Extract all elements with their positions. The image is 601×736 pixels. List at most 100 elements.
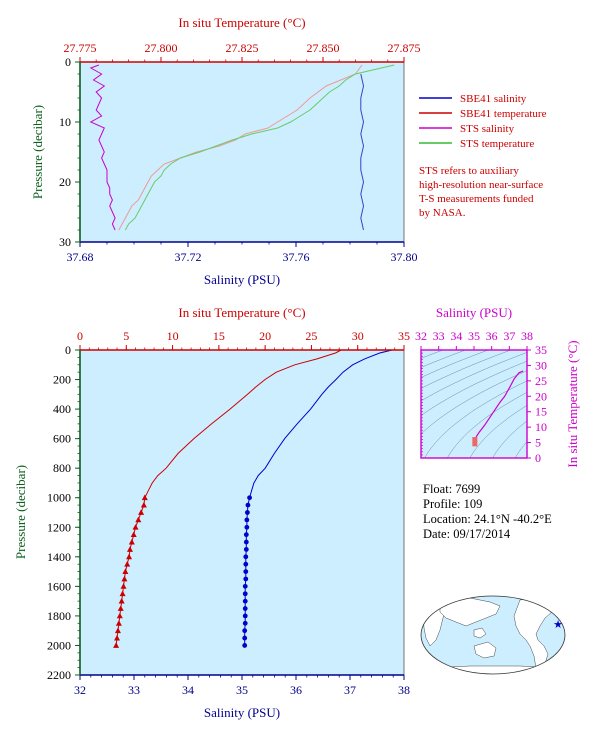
top-series-line-2 xyxy=(89,64,116,231)
top-temp-tick-label-1: 27.800 xyxy=(145,41,178,55)
ts-temperature-axis-title: In situ Temperature (°C) xyxy=(565,340,580,467)
bottom-pressure-tick-label-1: 200 xyxy=(53,373,71,387)
top-pressure-axis-title: Pressure (decibar) xyxy=(30,105,45,199)
temperature-marker-14 xyxy=(118,597,125,604)
bottom-pressure-tick-label-0: 0 xyxy=(65,343,71,357)
ts-sal-tick-label-3: 35 xyxy=(468,329,480,343)
legend-label-sbe41-salinity: SBE41 salinity xyxy=(460,93,527,105)
sts-note: STS refers to auxiliary high-resolution … xyxy=(419,165,543,219)
sts-note-line-3: T-S measurements funded xyxy=(419,193,534,205)
temperature-marker-20 xyxy=(113,642,120,648)
salinity-marker-8 xyxy=(243,554,249,560)
temperature-marker-19 xyxy=(114,634,121,641)
bottom-series-group xyxy=(113,350,393,648)
map-outline xyxy=(420,595,566,675)
top-sal-tick-label-3: 37.80 xyxy=(391,250,418,264)
top-panel: 27.775 27.800 27.825 27.850 27.875 37.68 37.72… xyxy=(30,15,547,287)
salinity-marker-4 xyxy=(244,524,250,530)
map-indonesia xyxy=(473,627,487,639)
salinity-marker-5 xyxy=(243,532,249,538)
ts-salinity-axis-title: Salinity (PSU) xyxy=(436,305,512,320)
temperature-marker-2 xyxy=(138,509,145,515)
top-temp-tick-label-3: 27.850 xyxy=(307,41,340,55)
date-text: Date: 09/17/2014 xyxy=(423,527,511,541)
bottom-temp-tick-label-5: 25 xyxy=(305,329,317,343)
legend-label-sts-temperature: STS temperature xyxy=(460,138,534,150)
ts-density-contour xyxy=(421,360,527,416)
ts-density-contour xyxy=(421,350,512,389)
salinity-marker-11 xyxy=(243,576,249,582)
salinity-marker-9 xyxy=(243,561,249,567)
top-temperature-axis-title: In situ Temperature (°C) xyxy=(178,15,305,30)
bottom-sal-tick-label-2: 34 xyxy=(182,683,194,697)
ts-temp-tick-label-1: 5 xyxy=(535,436,541,450)
salinity-marker-18 xyxy=(242,628,248,634)
ts-sal-tick-label-2: 34 xyxy=(450,329,462,343)
ts-density-contour xyxy=(447,392,527,458)
temperature-marker-17 xyxy=(115,620,122,626)
salinity-marker-19 xyxy=(242,635,248,641)
ts-density-contour xyxy=(421,350,467,368)
temperature-marker-18 xyxy=(114,627,121,634)
ts-sal-tick-label-0: 32 xyxy=(415,329,427,343)
bottom-temp-tick-label-3: 15 xyxy=(213,329,225,343)
sts-note-line-2: high-resolution near-surface xyxy=(419,179,543,191)
legend-label-sbe41-temperature: SBE41 temperature xyxy=(460,108,547,120)
temperature-marker-15 xyxy=(117,605,124,611)
map-greenland xyxy=(547,596,563,607)
legend-label-sts-salinity: STS salinity xyxy=(460,123,515,135)
bottom-temp-tick-label-0: 0 xyxy=(77,329,83,343)
temperature-marker-3 xyxy=(135,516,142,523)
ts-temp-tick-label-3: 15 xyxy=(535,405,547,419)
temperature-marker-9 xyxy=(124,561,131,567)
top-legend: SBE41 salinity SBE41 temperature STS sal… xyxy=(419,93,547,150)
salinity-marker-10 xyxy=(243,569,249,574)
ts-density-contour xyxy=(514,441,527,458)
temperature-marker-13 xyxy=(119,590,126,597)
sts-note-line-1: STS refers to auxiliary xyxy=(419,165,519,177)
top-temp-tick-label-0: 27.775 xyxy=(64,41,97,55)
top-series-line-3 xyxy=(124,64,395,231)
salinity-marker-2 xyxy=(245,510,250,515)
bottom-sal-tick-label-5: 37 xyxy=(344,683,356,697)
temperature-marker-11 xyxy=(121,575,128,582)
map-asia xyxy=(439,597,501,627)
bottom-pressure-tick-label-5: 1000 xyxy=(47,491,71,505)
salinity-marker-20 xyxy=(242,643,248,648)
top-sal-tick-label-1: 37.72 xyxy=(175,250,202,264)
top-series-group xyxy=(89,64,395,231)
top-pressure-tick-label-3: 30 xyxy=(59,235,71,249)
bottom-sal-tick-label-4: 36 xyxy=(290,683,302,697)
bottom-pressure-tick-label-9: 1800 xyxy=(47,609,71,623)
salinity-marker-12 xyxy=(242,583,248,589)
top-pressure-tick-label-0: 0 xyxy=(65,55,71,69)
bottom-sal-tick-label-1: 33 xyxy=(128,683,140,697)
bottom-pressure-axis-title: Pressure (decibar) xyxy=(13,465,28,559)
bottom-pressure-tick-label-2: 400 xyxy=(53,402,71,416)
temperature-marker-1 xyxy=(140,501,147,508)
float-id-text: Float: 7699 xyxy=(423,482,480,496)
top-series-line-1 xyxy=(118,64,363,231)
salinity-marker-6 xyxy=(243,539,249,545)
ts-temp-tick-label-0: 0 xyxy=(535,451,541,465)
top-series-line-0 xyxy=(360,73,365,231)
ts-sal-tick-label-1: 33 xyxy=(433,329,445,343)
bottom-temp-tick-label-2: 10 xyxy=(167,329,179,343)
salinity-marker-17 xyxy=(242,620,248,626)
temperature-marker-7 xyxy=(126,546,133,552)
temperature-marker-5 xyxy=(130,531,137,538)
top-temp-tick-label-4: 27.875 xyxy=(388,41,421,55)
salinity-marker-16 xyxy=(242,613,248,619)
bottom-sal-tick-label-3: 35 xyxy=(236,683,248,697)
ts-temp-tick-label-2: 10 xyxy=(535,420,547,434)
salinity-marker-1 xyxy=(245,502,251,508)
top-sal-tick-label-0: 37.68 xyxy=(67,250,94,264)
bottom-pressure-tick-label-7: 1400 xyxy=(47,550,71,564)
world-map: ★ xyxy=(420,595,566,675)
temperature-marker-12 xyxy=(120,583,127,589)
map-australia xyxy=(473,641,497,659)
ts-density-contour xyxy=(421,352,527,402)
